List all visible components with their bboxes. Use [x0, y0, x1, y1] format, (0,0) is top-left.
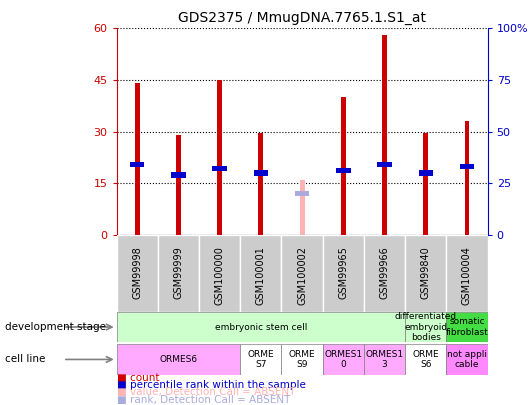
- Bar: [419, 171, 433, 175]
- Bar: [423, 133, 428, 235]
- Text: ■ value, Detection Call = ABSENT: ■ value, Detection Call = ABSENT: [117, 387, 295, 397]
- Bar: [199, 235, 240, 312]
- Text: GSM99840: GSM99840: [421, 246, 431, 299]
- Bar: [460, 164, 474, 169]
- Text: ■ count: ■ count: [117, 373, 159, 383]
- Text: somatic
fibroblast: somatic fibroblast: [446, 318, 488, 337]
- Bar: [446, 312, 488, 342]
- Text: ORMES6: ORMES6: [160, 355, 198, 364]
- Text: ORMES1
3: ORMES1 3: [366, 350, 404, 369]
- Bar: [364, 344, 405, 375]
- Bar: [464, 122, 470, 235]
- Bar: [254, 171, 268, 175]
- Bar: [217, 80, 222, 235]
- Text: GSM99999: GSM99999: [173, 246, 183, 299]
- Bar: [130, 162, 144, 167]
- Bar: [240, 344, 281, 375]
- Title: GDS2375 / MmugDNA.7765.1.S1_at: GDS2375 / MmugDNA.7765.1.S1_at: [178, 11, 426, 25]
- Text: ORME
S6: ORME S6: [412, 350, 439, 369]
- Text: GSM99966: GSM99966: [379, 246, 390, 299]
- Bar: [240, 235, 281, 312]
- Bar: [323, 235, 364, 312]
- Bar: [117, 235, 158, 312]
- Bar: [213, 166, 227, 171]
- Bar: [281, 344, 323, 375]
- Bar: [382, 35, 387, 235]
- Text: not appli
cable: not appli cable: [447, 350, 487, 369]
- Text: differentiated
embryoid
bodies: differentiated embryoid bodies: [395, 312, 457, 342]
- Bar: [171, 173, 185, 177]
- Bar: [405, 235, 446, 312]
- Bar: [377, 162, 392, 167]
- Text: GSM99965: GSM99965: [338, 246, 348, 299]
- Bar: [135, 83, 140, 235]
- Bar: [299, 180, 305, 235]
- Text: ORMES1
0: ORMES1 0: [324, 350, 363, 369]
- Bar: [323, 344, 364, 375]
- Text: development stage: development stage: [5, 322, 107, 332]
- Text: ■ percentile rank within the sample: ■ percentile rank within the sample: [117, 380, 305, 390]
- Bar: [405, 344, 446, 375]
- Bar: [117, 312, 405, 342]
- Bar: [446, 235, 488, 312]
- Text: GSM100002: GSM100002: [297, 246, 307, 305]
- Bar: [176, 135, 181, 235]
- Text: ■ rank, Detection Call = ABSENT: ■ rank, Detection Call = ABSENT: [117, 394, 290, 405]
- Text: GSM99998: GSM99998: [132, 246, 142, 299]
- Bar: [405, 312, 446, 342]
- Text: ORME
S9: ORME S9: [289, 350, 315, 369]
- Bar: [295, 191, 310, 196]
- Text: GSM100004: GSM100004: [462, 246, 472, 305]
- Text: embryonic stem cell: embryonic stem cell: [215, 322, 307, 332]
- Bar: [336, 168, 350, 173]
- Text: ORME
S7: ORME S7: [248, 350, 274, 369]
- Text: cell line: cell line: [5, 354, 46, 364]
- Bar: [341, 97, 346, 235]
- Text: GSM100001: GSM100001: [256, 246, 266, 305]
- Text: GSM100000: GSM100000: [215, 246, 225, 305]
- Bar: [281, 235, 323, 312]
- Bar: [364, 235, 405, 312]
- Bar: [446, 344, 488, 375]
- Bar: [259, 133, 263, 235]
- Bar: [117, 344, 240, 375]
- Bar: [158, 235, 199, 312]
